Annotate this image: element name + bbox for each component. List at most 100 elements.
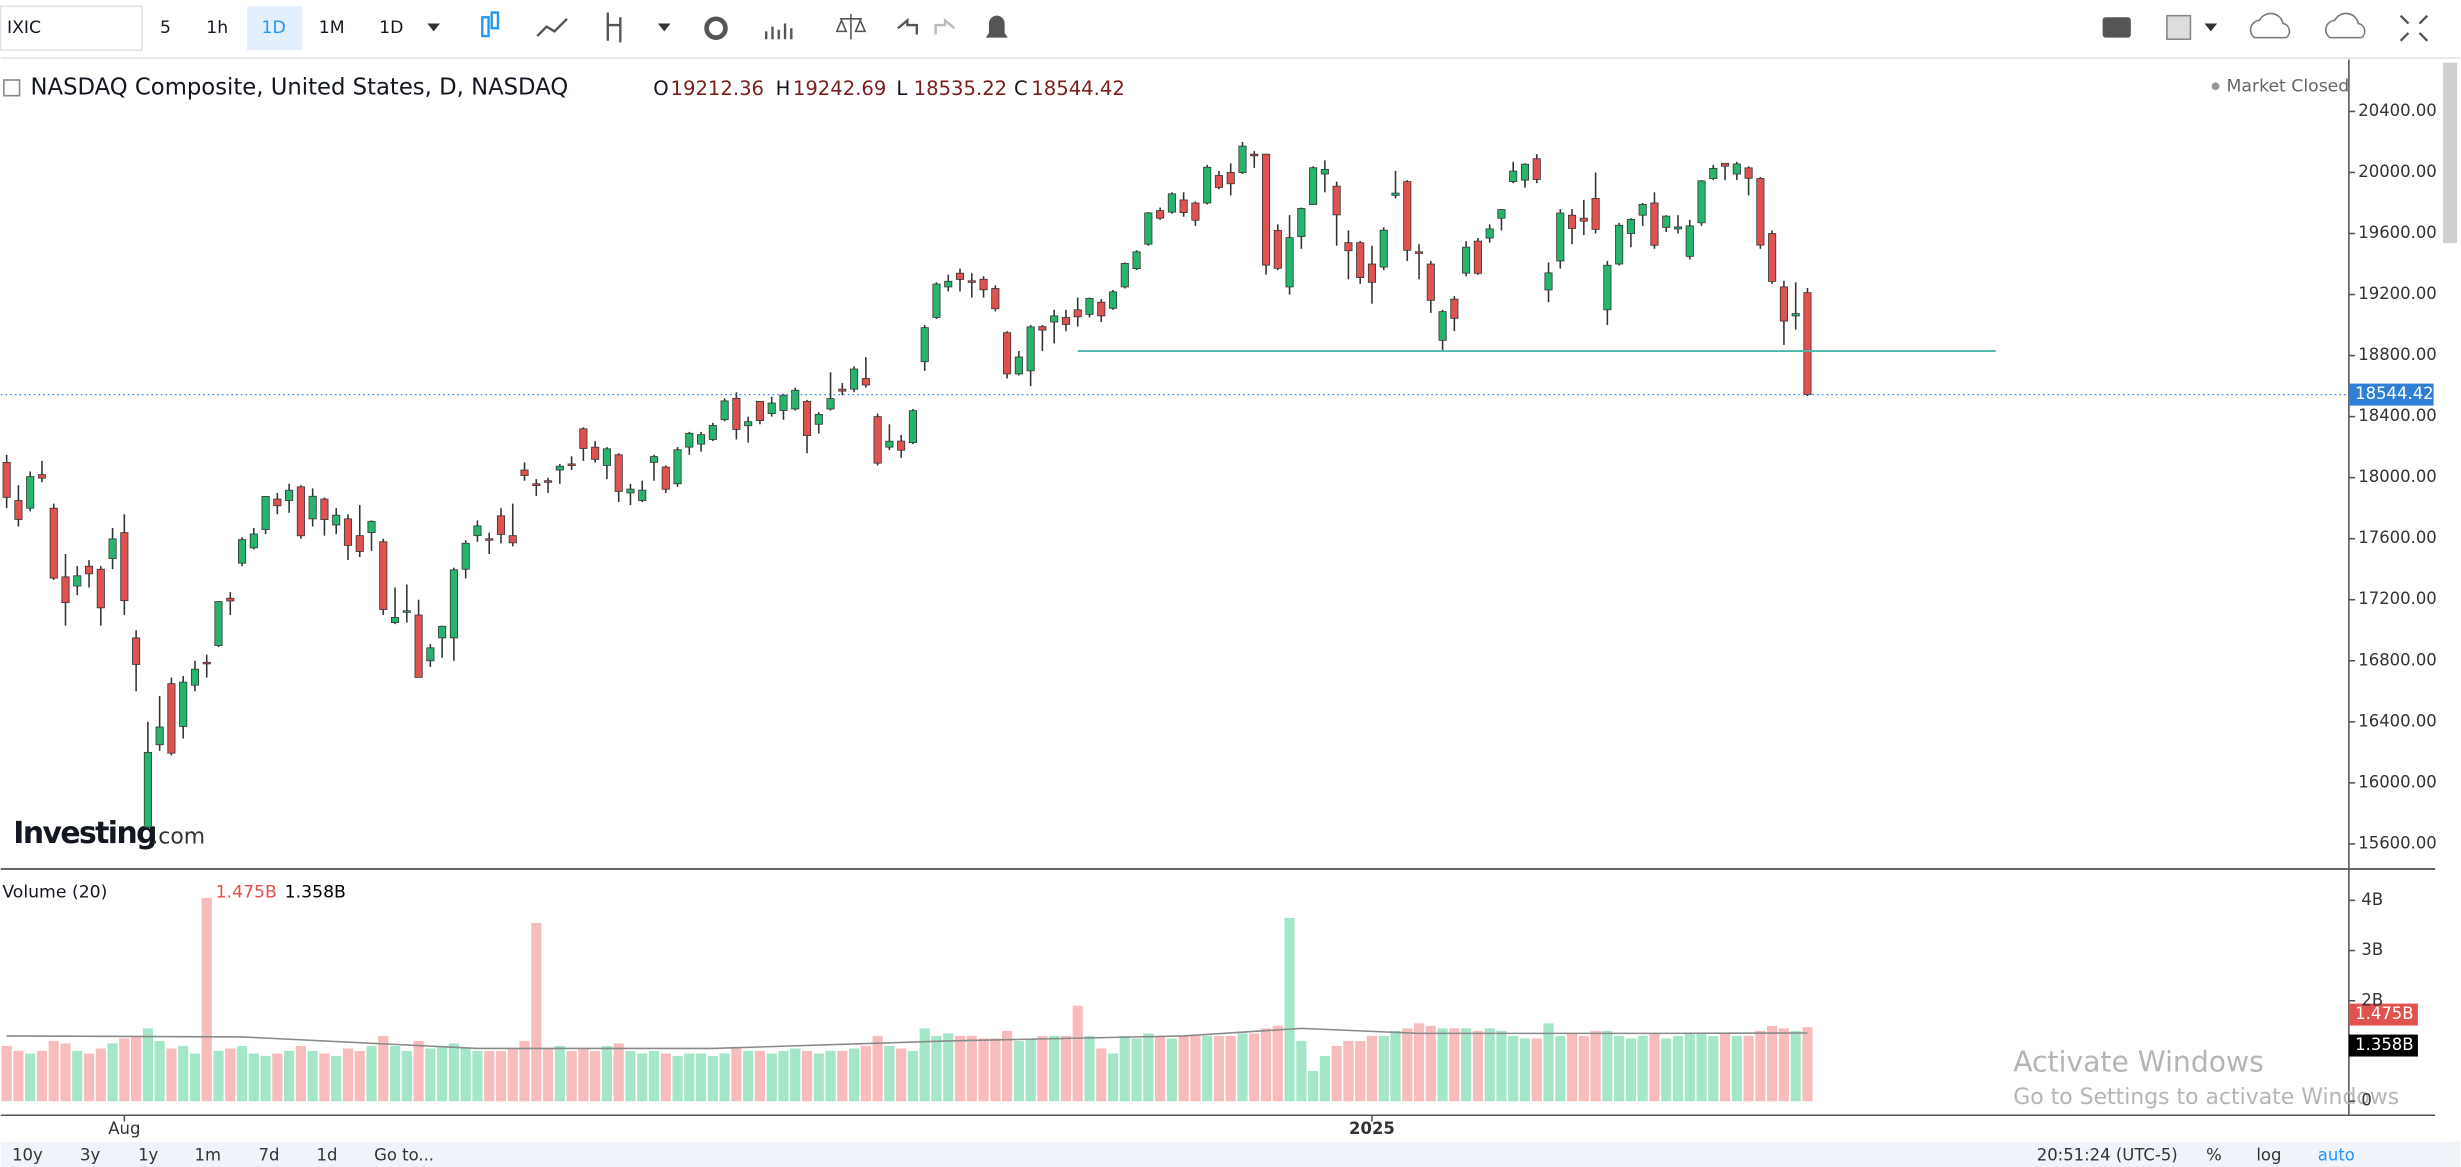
candle-body <box>1026 326 1035 372</box>
candle-body <box>1438 311 1447 341</box>
camera-icon[interactable] <box>2102 17 2131 38</box>
candle-body <box>1191 202 1200 221</box>
candle-body <box>1167 193 1176 213</box>
volume-bar <box>1084 1035 1095 1102</box>
candle-body <box>120 532 129 602</box>
line-icon[interactable] <box>536 17 568 37</box>
candle-body <box>532 483 541 486</box>
volume-bar <box>260 1055 271 1102</box>
candle-body <box>1732 163 1741 175</box>
candle-body <box>1803 292 1812 395</box>
undo-icon[interactable] <box>897 17 918 35</box>
candle-body <box>755 400 764 421</box>
candle-body <box>1603 264 1612 311</box>
candle-body <box>1132 251 1141 269</box>
interval-button[interactable]: 1M <box>319 18 345 38</box>
ohlc-value: 19212.36 <box>671 77 765 100</box>
candle-body <box>1650 202 1659 246</box>
candle-body <box>744 421 753 427</box>
volume-bar <box>1755 1030 1766 1102</box>
range-button[interactable]: 7d <box>259 1146 280 1165</box>
volume-bar <box>896 1048 907 1102</box>
indicator-icon[interactable] <box>606 12 622 43</box>
volume-bar <box>966 1035 977 1102</box>
candle-body <box>1403 181 1412 251</box>
volume-bar <box>1378 1035 1389 1102</box>
goto-button[interactable]: Go to... <box>374 1146 434 1165</box>
volume-bar <box>1343 1040 1354 1102</box>
interval-button[interactable]: 1h <box>206 18 228 38</box>
volume-bar <box>437 1045 448 1102</box>
interval-button[interactable]: 1D <box>262 18 286 38</box>
volume-bar <box>1319 1055 1330 1102</box>
volume-bar <box>1625 1038 1637 1102</box>
volume-bar <box>860 1045 871 1102</box>
candle-body <box>473 525 482 537</box>
candle-body <box>1014 356 1023 375</box>
candle-body <box>1238 145 1247 173</box>
candle-body <box>1073 309 1082 318</box>
scale-option[interactable]: auto <box>2318 1146 2355 1165</box>
volume-bar <box>83 1053 95 1102</box>
volume-bar <box>1590 1030 1601 1102</box>
fullscreen-icon[interactable] <box>2399 14 2429 42</box>
compare-icon[interactable] <box>835 14 867 40</box>
volume-bar <box>295 1045 306 1102</box>
volume-bar <box>236 1045 248 1102</box>
range-button[interactable]: 1d <box>317 1146 338 1165</box>
candle-body <box>355 535 364 552</box>
volume-bar <box>1025 1038 1036 1102</box>
range-button[interactable]: 1m <box>195 1146 222 1165</box>
candle-body <box>944 280 953 288</box>
volume-bar <box>884 1045 895 1102</box>
scale-option[interactable]: log <box>2256 1146 2281 1165</box>
candle-body <box>485 538 494 541</box>
candle-body <box>438 625 447 639</box>
volume-bar <box>554 1045 565 1102</box>
scrollbar[interactable] <box>2442 62 2458 244</box>
symbol-box[interactable] <box>0 5 143 51</box>
volume-bar <box>1437 1028 1448 1102</box>
color-icon[interactable] <box>2166 14 2192 40</box>
redo-icon[interactable] <box>934 17 956 35</box>
interval-button[interactable]: 1D <box>379 18 403 38</box>
candle-body <box>885 440 894 448</box>
volume-bar <box>1072 1005 1083 1102</box>
collapse-icon[interactable] <box>3 79 21 97</box>
candle-body <box>1791 313 1800 317</box>
volume-bar <box>542 1048 554 1102</box>
alert-icon[interactable] <box>985 15 1008 38</box>
candle-body <box>496 515 506 535</box>
candle-body <box>108 538 117 559</box>
candle-body <box>1615 224 1624 265</box>
candle-body <box>838 388 847 392</box>
candle-body <box>685 432 694 448</box>
volume-bar <box>178 1045 189 1102</box>
candle-body <box>850 368 859 390</box>
os-overlay-title: Activate Windows <box>2013 1045 2264 1078</box>
volume-bar <box>848 1048 860 1102</box>
volume-bar <box>790 1048 801 1102</box>
settings-icon[interactable] <box>704 16 728 40</box>
candle-body <box>1544 272 1553 291</box>
volume-bar <box>672 1055 683 1102</box>
symbol-input[interactable]: IXIC <box>7 18 41 38</box>
volume-bar <box>590 1050 601 1102</box>
volume-bar <box>613 1043 624 1102</box>
candle-icon[interactable] <box>481 11 500 38</box>
range-button[interactable]: 1y <box>138 1146 158 1165</box>
candle-body <box>779 394 788 411</box>
candle-body <box>708 425 717 440</box>
candle-body <box>1709 167 1718 179</box>
interval-button[interactable]: 5 <box>160 18 171 38</box>
range-button[interactable]: 3y <box>80 1146 100 1165</box>
range-button[interactable]: 10y <box>12 1146 43 1165</box>
volume-bar <box>1143 1033 1154 1102</box>
cloud-save-icon[interactable] <box>2325 12 2366 39</box>
candle-body <box>791 389 800 410</box>
scale-option[interactable]: % <box>2206 1146 2222 1165</box>
cloud-load-icon[interactable] <box>2249 12 2291 39</box>
studies-icon[interactable] <box>765 23 793 40</box>
volume-bar <box>1649 1033 1660 1102</box>
volume-bar <box>1213 1035 1225 1102</box>
